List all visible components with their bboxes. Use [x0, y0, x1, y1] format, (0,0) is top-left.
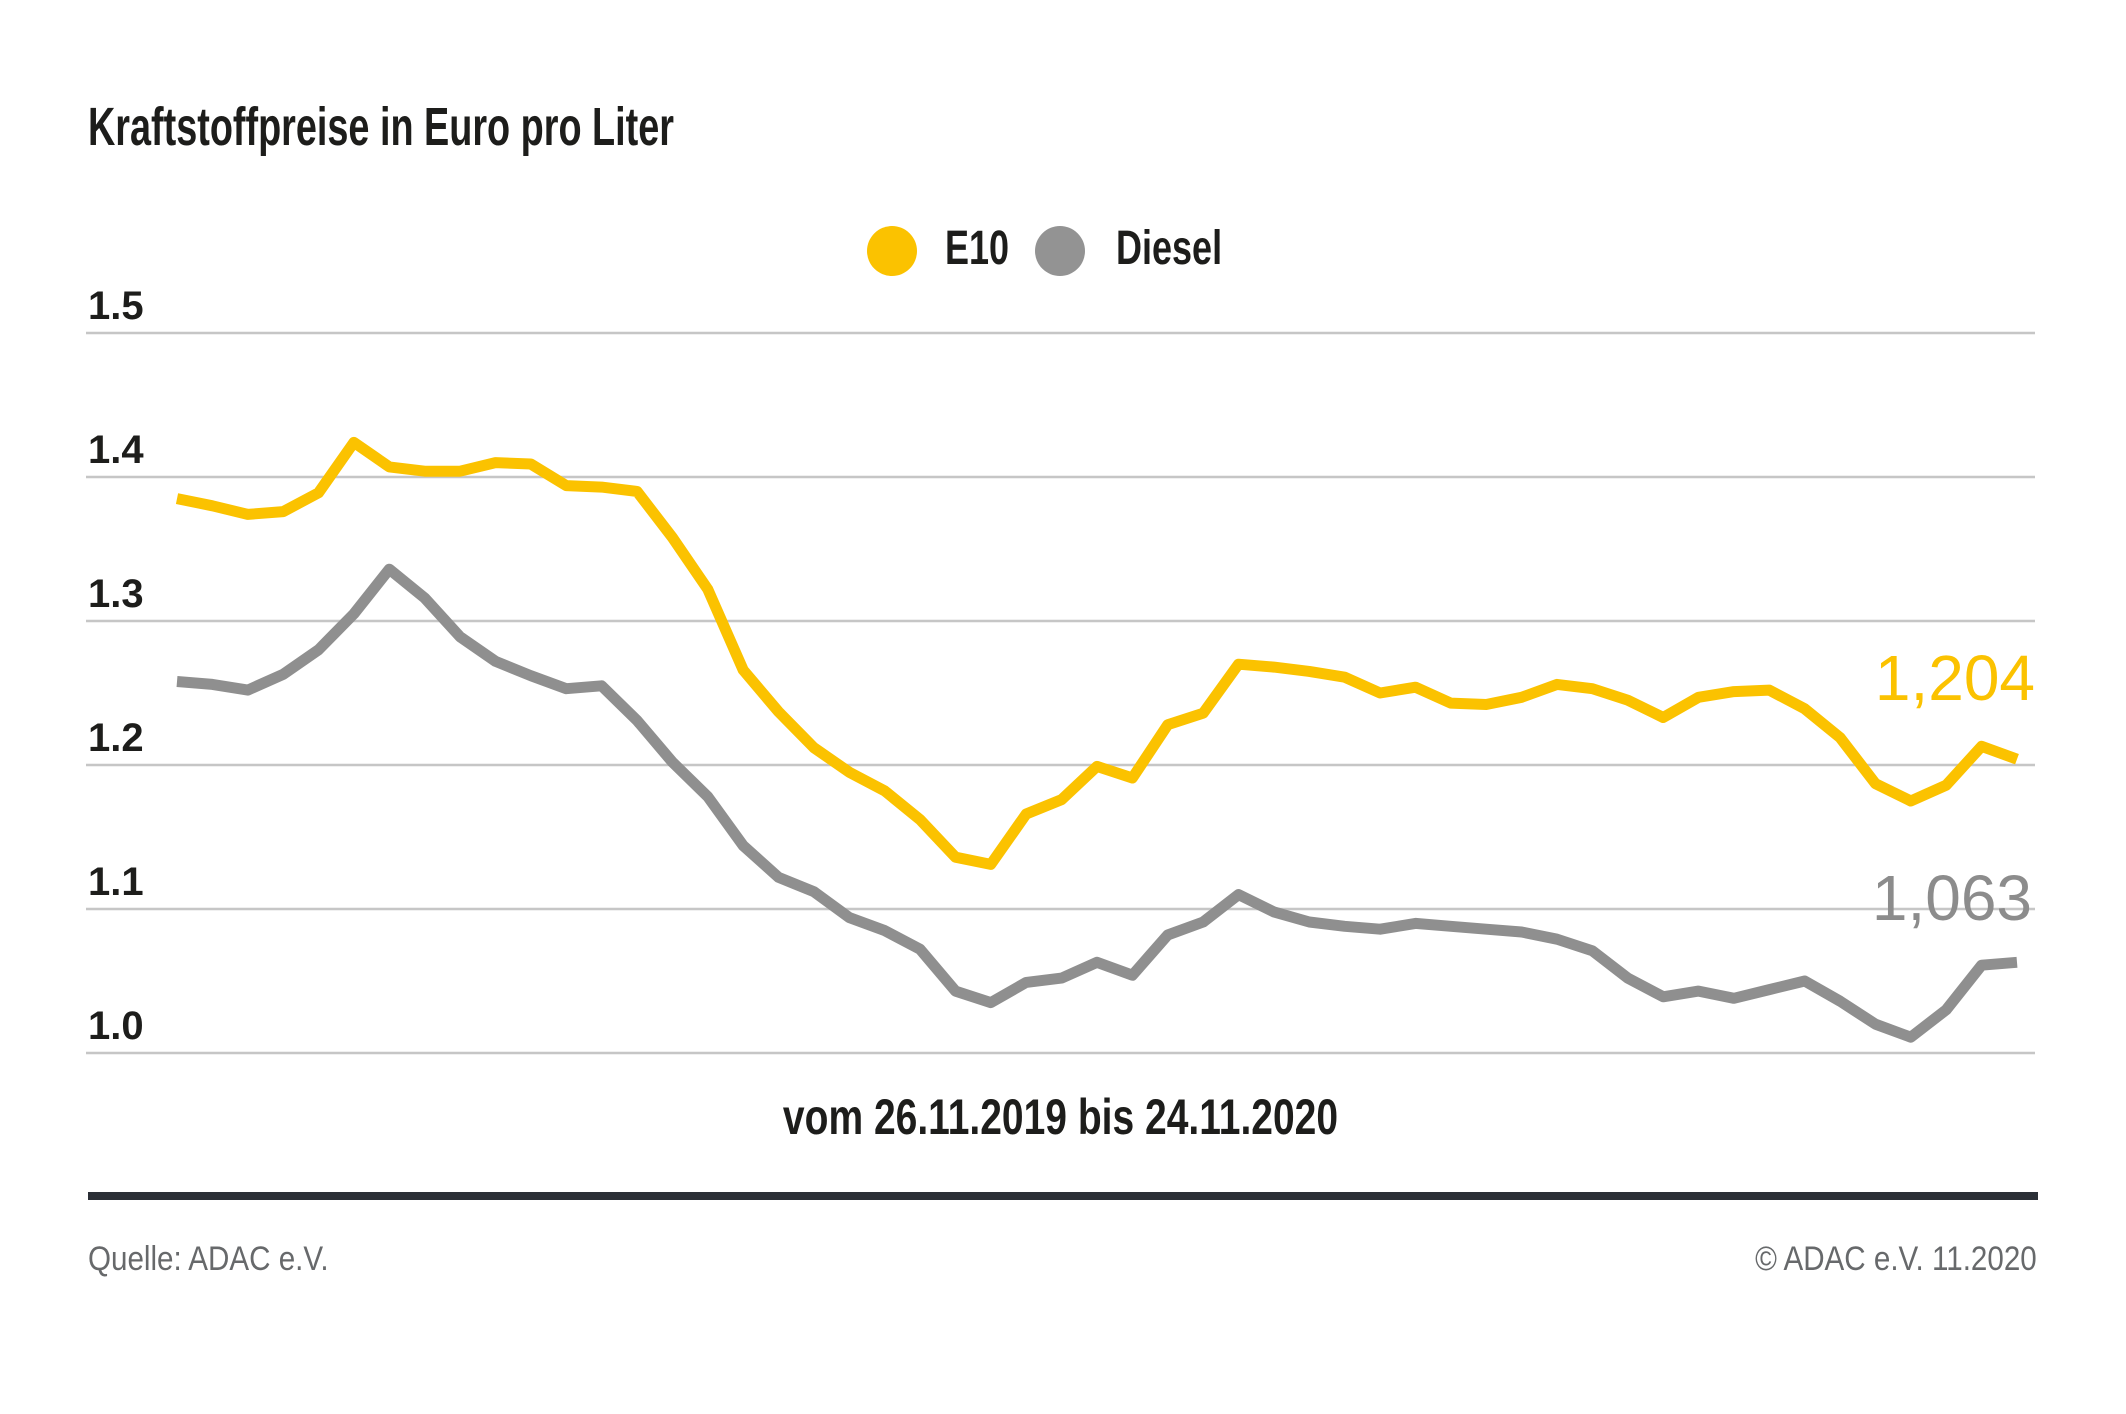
y-tick-label-1.4: 1.4	[88, 428, 144, 472]
e10-legend-dot-icon	[867, 226, 917, 276]
x-axis-label: vom 26.11.2019 bis 24.11.2020	[782, 1089, 1339, 1145]
diesel-end-value-label: 1,063	[1871, 862, 2032, 934]
y-tick-label-1.0: 1.0	[88, 1004, 144, 1048]
y-tick-label-1.3: 1.3	[88, 572, 144, 616]
e10-end-value-label: 1,204	[1874, 642, 2035, 714]
diesel-legend-dot-icon	[1035, 226, 1085, 276]
legend-label-diesel: Diesel	[1116, 222, 1223, 275]
source-label: Quelle: ADAC e.V.	[88, 1240, 329, 1278]
legend-label-e10: E10	[945, 222, 1010, 275]
e10-line	[175, 436, 2019, 870]
y-tick-label-1.2: 1.2	[88, 716, 144, 760]
y-tick-label-1.5: 1.5	[88, 284, 144, 328]
y-tick-label-1.1: 1.1	[88, 860, 144, 904]
diesel-line	[176, 563, 2018, 1043]
footer-divider	[88, 1192, 2038, 1200]
copyright-label: © ADAC e.V. 11.2020	[1755, 1240, 2037, 1278]
page-title: Kraftstoffpreise in Euro pro Liter	[88, 97, 674, 157]
